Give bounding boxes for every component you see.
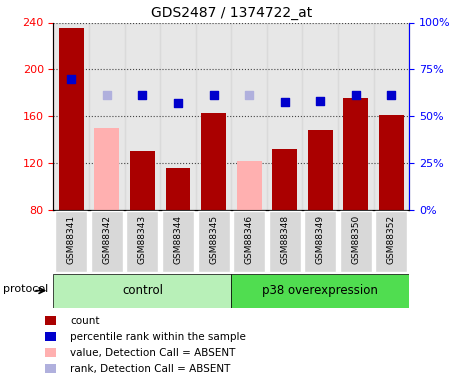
Text: GSM88349: GSM88349 [316,215,325,264]
FancyBboxPatch shape [198,211,230,273]
Text: GSM88350: GSM88350 [352,215,360,264]
Bar [46,316,56,325]
Text: count: count [70,316,100,326]
Text: protocol: protocol [3,284,48,294]
Point [246,92,253,98]
FancyBboxPatch shape [269,211,301,273]
Bar [160,22,196,210]
Bar [379,115,404,210]
Point [388,92,395,98]
Point [317,98,324,104]
FancyBboxPatch shape [55,211,87,273]
Bar [196,22,231,210]
Bar [272,149,297,210]
Text: GSM88346: GSM88346 [245,215,253,264]
Text: control: control [122,284,163,297]
Bar [201,113,226,210]
Bar [338,22,373,210]
Bar [232,274,409,308]
Bar [130,152,155,210]
Text: GSM88341: GSM88341 [67,215,76,264]
Bar [166,168,191,210]
FancyBboxPatch shape [91,211,123,273]
Title: GDS2487 / 1374722_at: GDS2487 / 1374722_at [151,6,312,20]
FancyBboxPatch shape [340,211,372,273]
Bar [59,28,84,210]
Text: GSM88343: GSM88343 [138,215,147,264]
Bar [53,22,89,210]
Bar [343,98,368,210]
Bar [125,22,160,210]
Point [67,76,75,82]
Bar [373,22,409,210]
Bar [267,22,302,210]
Text: value, Detection Call = ABSENT: value, Detection Call = ABSENT [70,348,235,358]
Text: GSM88352: GSM88352 [387,215,396,264]
Text: GSM88345: GSM88345 [209,215,218,264]
Bar [46,348,56,357]
Bar [94,128,120,210]
Bar [89,22,125,210]
Text: percentile rank within the sample: percentile rank within the sample [70,332,246,342]
FancyBboxPatch shape [375,211,407,273]
FancyBboxPatch shape [126,211,159,273]
Text: rank, Detection Call = ABSENT: rank, Detection Call = ABSENT [70,364,230,374]
Bar [237,161,262,210]
Point [174,100,182,106]
Point [103,92,111,98]
FancyBboxPatch shape [162,211,194,273]
Bar [308,130,333,210]
FancyBboxPatch shape [233,211,265,273]
Text: GSM88342: GSM88342 [102,215,111,264]
Bar [231,22,267,210]
Bar [302,22,338,210]
Point [352,92,359,98]
Point [210,92,217,98]
Bar [46,332,56,341]
Bar [46,364,56,373]
FancyBboxPatch shape [304,211,336,273]
Text: GSM88344: GSM88344 [173,215,182,264]
Point [281,99,288,105]
Text: GSM88348: GSM88348 [280,215,289,264]
Bar [53,274,232,308]
Point [139,92,146,98]
Text: p38 overexpression: p38 overexpression [262,284,378,297]
